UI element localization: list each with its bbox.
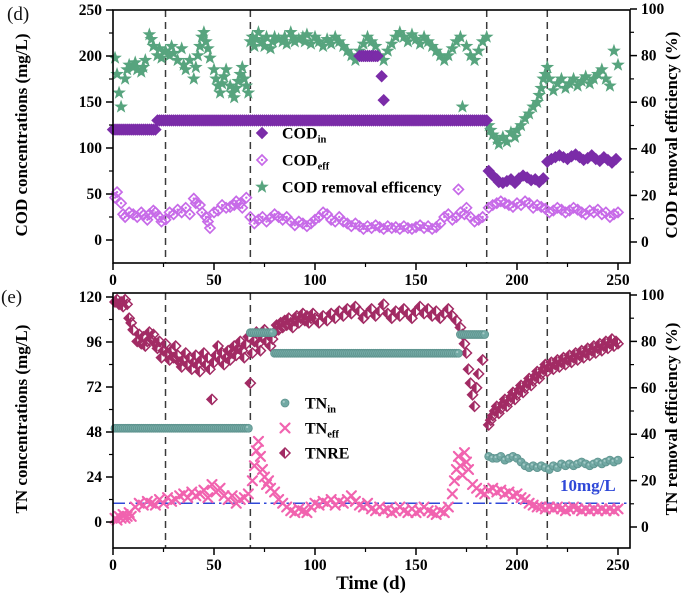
svg-text:120: 120: [79, 289, 103, 306]
series-tn_in: [110, 328, 623, 474]
series-tnre: [108, 293, 625, 431]
svg-text:100: 100: [641, 287, 665, 304]
svg-text:40: 40: [641, 426, 657, 443]
svg-text:150: 150: [79, 94, 103, 111]
svg-text:20: 20: [641, 473, 657, 490]
svg-text:TNeff: TNeff: [305, 421, 339, 441]
svg-text:250: 250: [606, 272, 630, 289]
svg-text:80: 80: [641, 333, 657, 350]
y-axis-label-tn-removal: TN removal efficiency (%): [662, 322, 681, 516]
svg-text:200: 200: [505, 557, 529, 574]
series-cod_in: [106, 49, 623, 190]
svg-text:72: 72: [87, 379, 103, 396]
10mgL-annotation: 10mg/L: [560, 476, 616, 495]
svg-text:100: 100: [303, 557, 327, 574]
svg-text:20: 20: [641, 187, 657, 204]
panel-e: 0 50 100 150 200 250 0 24 48 72 96 120 0 20 40 60 80 100 T…: [79, 287, 665, 574]
y-axis-label-tn-concentration: TN concentrations (mg/L): [12, 324, 31, 514]
svg-text:0: 0: [94, 232, 102, 249]
svg-text:200: 200: [79, 48, 103, 65]
plot-border: [112, 292, 631, 549]
svg-text:TNRE: TNRE: [305, 446, 349, 463]
svg-text:50: 50: [206, 557, 222, 574]
series-cod-removal-efficency: [108, 25, 625, 150]
svg-text:0: 0: [641, 519, 649, 536]
svg-text:0: 0: [109, 272, 117, 289]
svg-text:50: 50: [206, 272, 222, 289]
y-axis-label-cod-removal: COD removal efficiency (%): [662, 31, 681, 239]
svg-text:60: 60: [641, 94, 657, 111]
svg-text:TNin: TNin: [305, 396, 336, 416]
svg-text:0: 0: [94, 514, 102, 531]
svg-text:COD removal efficency: COD removal efficency: [282, 180, 442, 197]
svg-text:40: 40: [641, 141, 657, 158]
svg-text:250: 250: [606, 557, 630, 574]
svg-text:24: 24: [87, 469, 103, 486]
svg-text:CODeff: CODeff: [282, 153, 330, 173]
svg-text:CODin: CODin: [282, 126, 326, 146]
svg-text:150: 150: [404, 272, 428, 289]
svg-text:0: 0: [641, 234, 649, 251]
svg-text:150: 150: [404, 557, 428, 574]
panel-d: 0 50 100 150 200 250 0 50 100 150 200 250 0 20 40 60 80 1…: [79, 1, 665, 289]
svg-text:50: 50: [87, 186, 103, 203]
panel-e-label: (e): [1, 287, 23, 308]
panel-d-label: (d): [7, 4, 30, 25]
svg-text:100: 100: [79, 140, 103, 157]
legend: TNin TNeff TNRE: [278, 396, 349, 463]
y-axis-label-cod-concentration: COD concentrations (mg/L): [12, 33, 31, 237]
legend: CODin CODeff COD removal efficency: [255, 126, 442, 197]
plot-border: [112, 9, 631, 264]
series-tn_eff: [109, 435, 624, 526]
svg-text:250: 250: [79, 2, 103, 19]
x-axis-label-time: Time (d): [336, 573, 406, 594]
svg-text:100: 100: [303, 272, 327, 289]
svg-text:60: 60: [641, 380, 657, 397]
svg-text:96: 96: [87, 334, 103, 351]
svg-text:200: 200: [505, 272, 529, 289]
svg-text:100: 100: [641, 1, 665, 18]
svg-text:48: 48: [87, 424, 103, 441]
series-cod_eff: [108, 183, 625, 236]
svg-text:80: 80: [641, 48, 657, 65]
svg-text:0: 0: [109, 557, 117, 574]
